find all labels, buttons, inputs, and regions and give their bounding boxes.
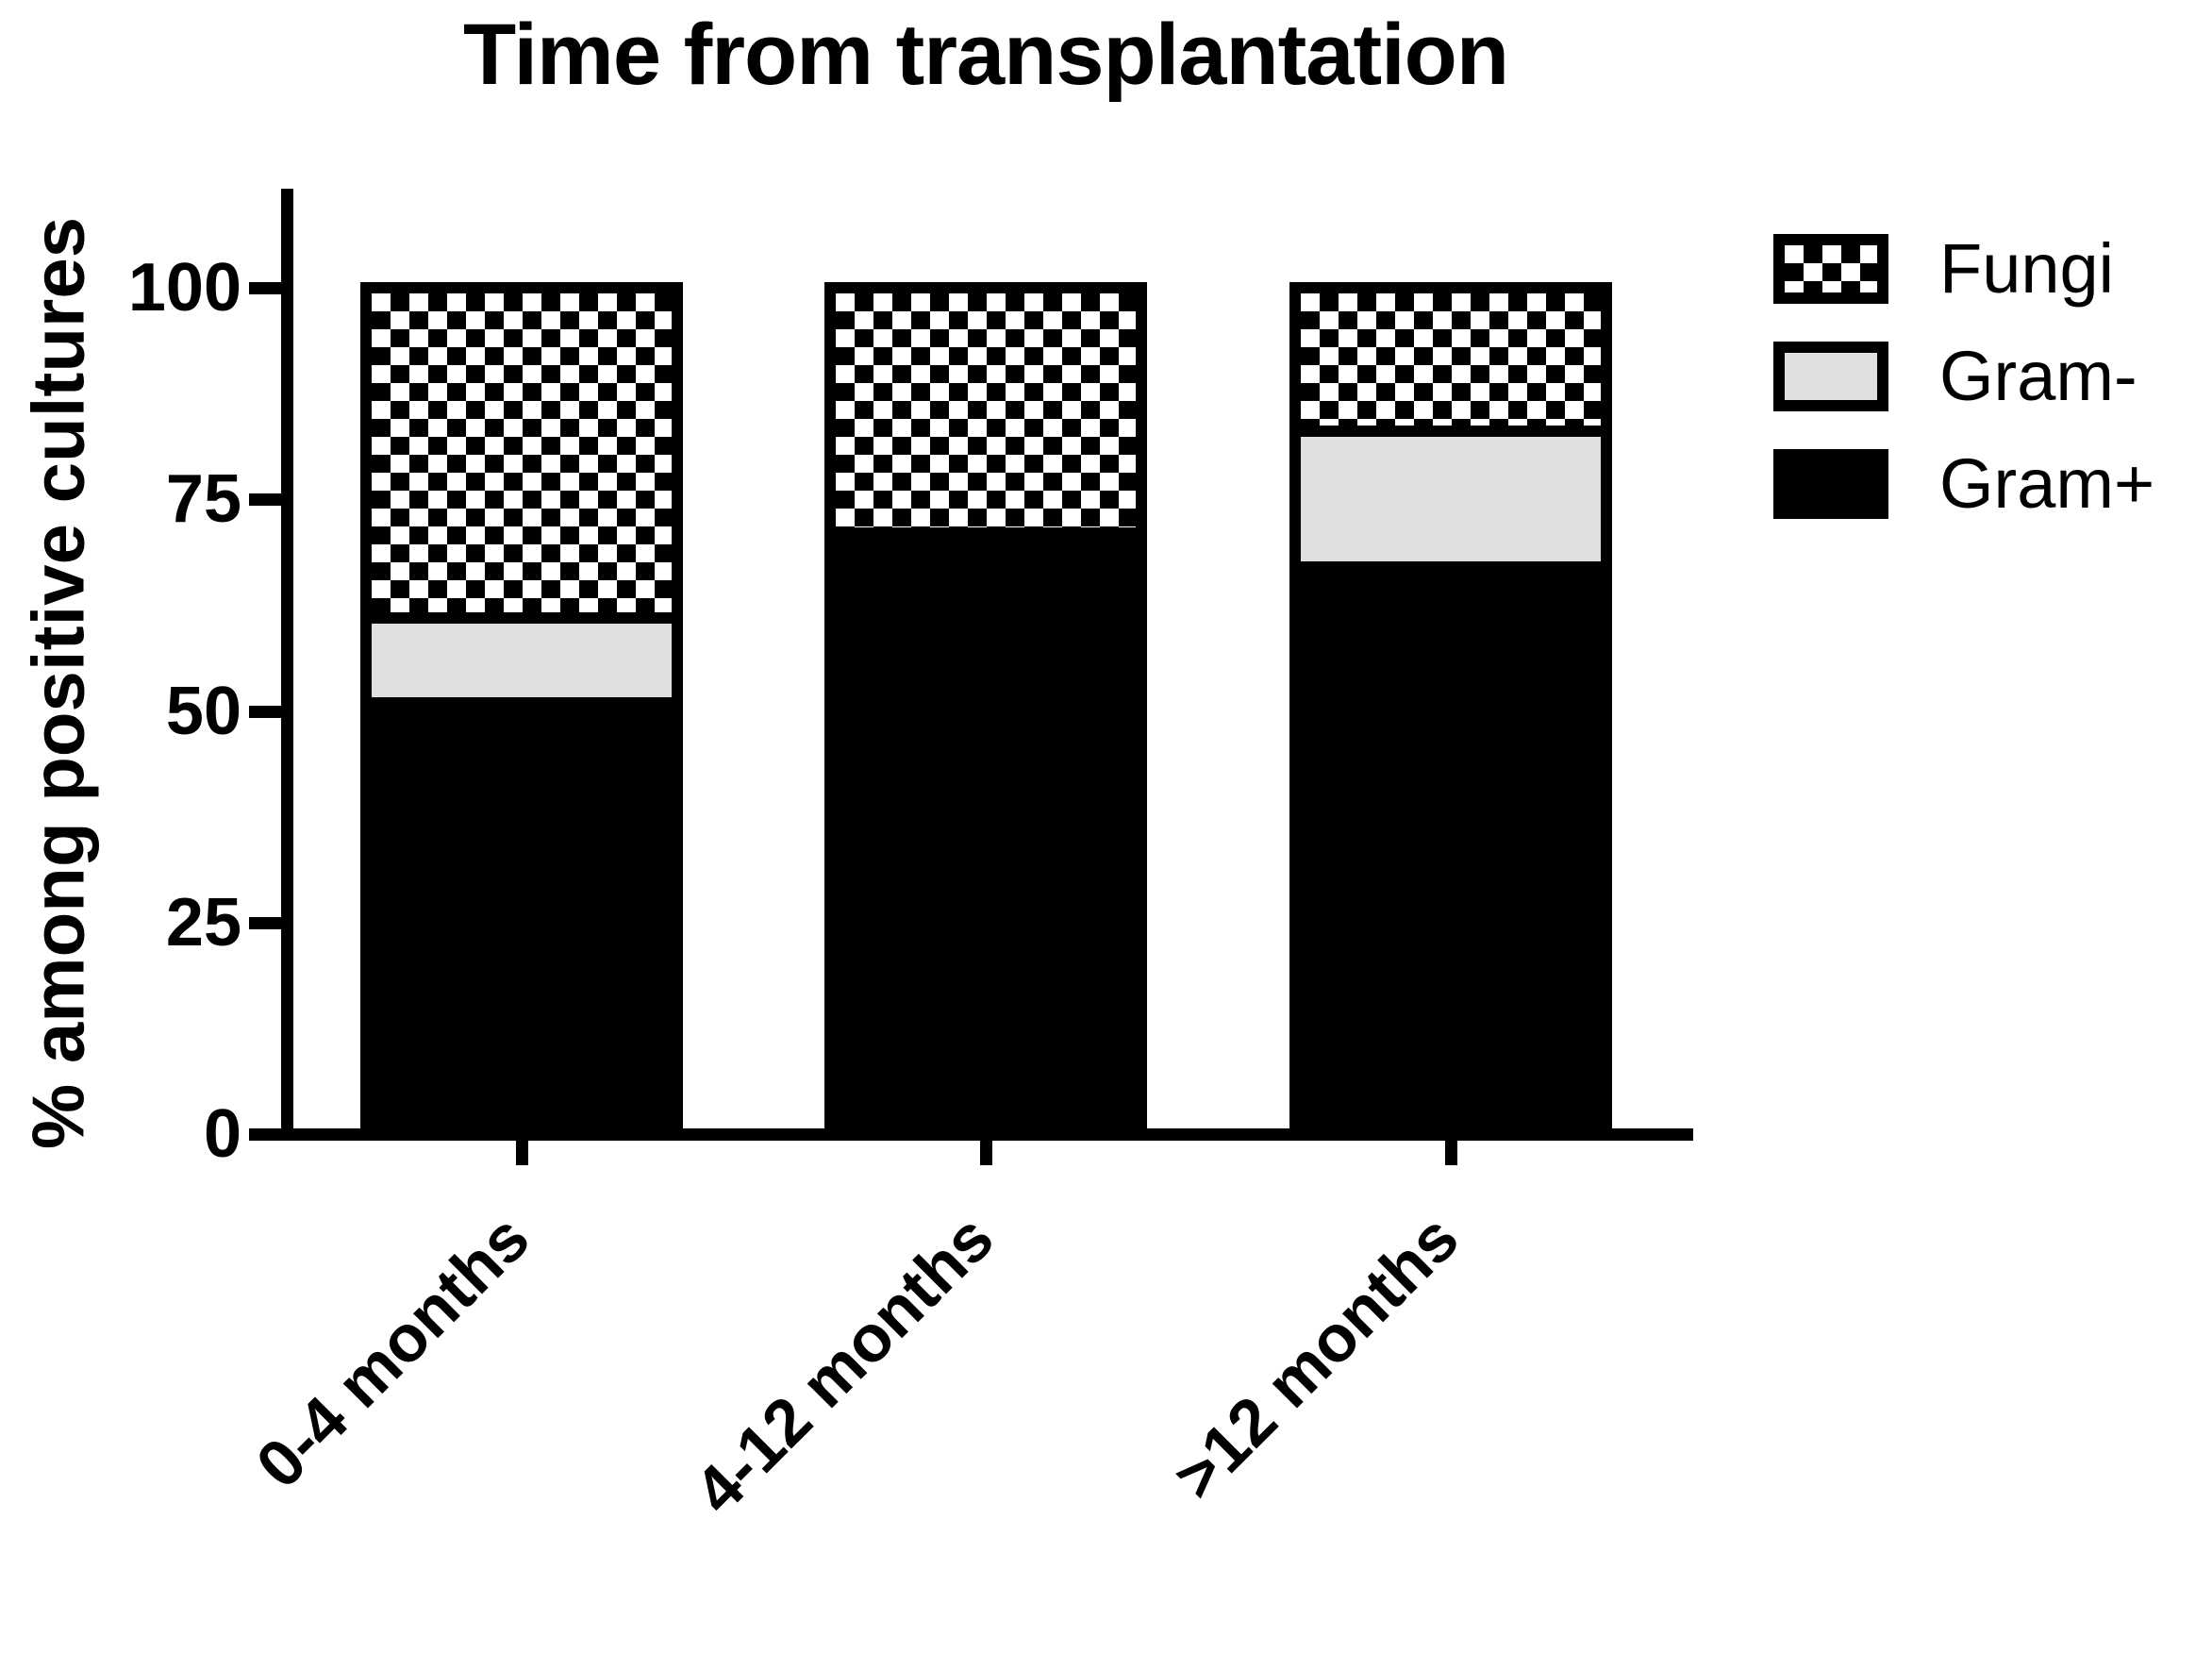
y-tick-label: 0 bbox=[203, 1096, 241, 1172]
stacked-bar-chart-figure: Time from transplantation % among positi… bbox=[16, 7, 2155, 1528]
y-tick-label: 75 bbox=[165, 461, 241, 538]
legend-label-fungi: Fungi bbox=[1939, 229, 2115, 308]
bar-segment-fungi bbox=[1289, 282, 1612, 438]
bar-segment-gram-minus bbox=[1289, 426, 1612, 573]
x-axis-category-label: >12 months bbox=[1159, 1200, 1472, 1514]
legend-swatch-gram-minus bbox=[1773, 342, 1888, 411]
y-axis-line bbox=[281, 189, 293, 1141]
legend-swatch-fungi bbox=[1773, 234, 1888, 304]
x-axis-category-label: 0-4 months bbox=[241, 1200, 543, 1502]
y-tick bbox=[249, 493, 281, 507]
bar-segment-fungi bbox=[360, 282, 683, 624]
legend-swatch-gram-plus bbox=[1773, 449, 1888, 519]
y-tick bbox=[249, 282, 281, 294]
x-tick bbox=[980, 1141, 992, 1165]
bar-segment-gram-plus bbox=[360, 696, 683, 1140]
x-tick bbox=[516, 1141, 528, 1165]
y-tick-label: 25 bbox=[165, 884, 241, 960]
y-tick bbox=[249, 705, 281, 718]
x-axis-category-label: 4-12 months bbox=[680, 1200, 1007, 1528]
y-tick bbox=[249, 1128, 281, 1141]
chart-title: Time from transplantation bbox=[462, 7, 1509, 103]
bar-segment-fungi bbox=[824, 282, 1147, 540]
x-axis-line bbox=[281, 1128, 1693, 1141]
x-tick bbox=[1445, 1141, 1457, 1165]
y-tick-label: 100 bbox=[127, 250, 241, 326]
y-tick bbox=[249, 916, 281, 929]
legend-label-gram-minus: Gram- bbox=[1939, 337, 2137, 415]
bar-segment-gram-plus bbox=[1289, 561, 1612, 1140]
legend-label-gram-plus: Gram+ bbox=[1939, 444, 2155, 523]
bar-segment-gram-plus bbox=[824, 527, 1147, 1140]
bar-segment-gram-minus bbox=[360, 611, 683, 709]
y-tick-label: 50 bbox=[165, 673, 241, 749]
